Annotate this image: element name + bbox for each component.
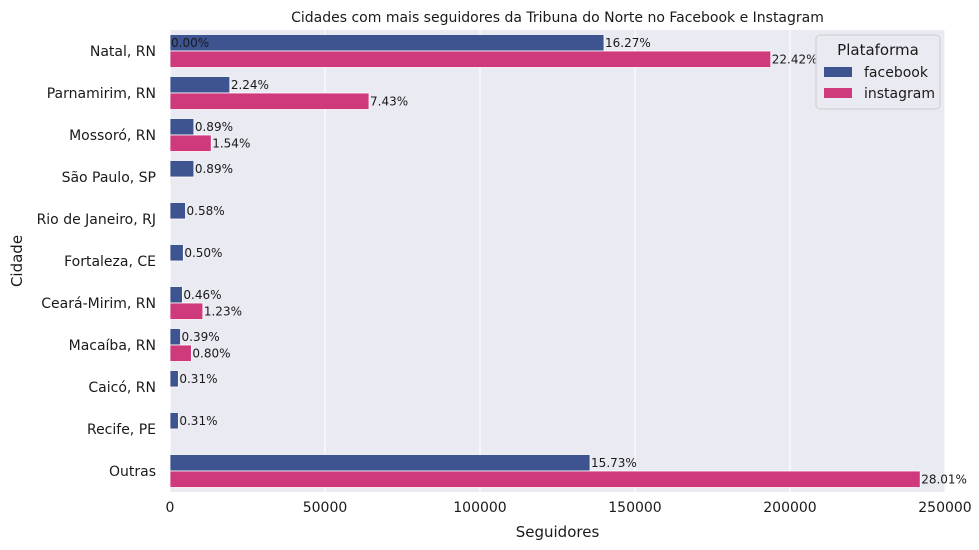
bar-instagram (169, 302, 204, 320)
y-tick-label: São Paulo, SP (62, 170, 156, 186)
bar-facebook (169, 160, 195, 178)
bar-facebook (169, 34, 605, 52)
bar-label-annotation: 0.00% (171, 36, 209, 50)
y-tick-label: Recife, PE (87, 422, 156, 438)
y-tick-label: Natal, RN (90, 44, 156, 60)
bar-facebook (169, 328, 181, 346)
bar-instagram (169, 134, 212, 152)
bar-label-facebook: 0.58% (187, 204, 225, 218)
bar-instagram (169, 344, 192, 362)
y-tick-label: Outras (109, 464, 156, 480)
bar-label-instagram: 28.01% (921, 472, 967, 486)
bar-label-instagram: 7.43% (370, 94, 408, 108)
bar-instagram (169, 92, 370, 110)
bar-label-instagram: 22.42% (772, 52, 818, 66)
bar-facebook (169, 454, 591, 472)
bar-label-facebook: 0.31% (179, 414, 217, 428)
y-tick-label: Macaíba, RN (69, 338, 156, 354)
y-tick-label: Rio de Janeiro, RJ (37, 212, 156, 228)
bar-facebook (169, 286, 183, 304)
x-tick-label: 0 (166, 500, 175, 516)
bar-facebook (169, 412, 179, 430)
legend-swatch-instagram (824, 88, 852, 98)
y-tick-label: Caicó, RN (88, 380, 156, 396)
bar-instagram (169, 470, 921, 488)
x-axis-label: Seguidores (516, 523, 600, 541)
bar-facebook (169, 370, 179, 388)
bar-facebook (169, 118, 195, 136)
bar-label-facebook: 15.73% (591, 456, 637, 470)
y-tick-labels: Natal, RN Parnamirim, RN Mossoró, RN São Pa… (37, 44, 156, 480)
y-axis-label: Cidade (8, 235, 26, 287)
x-tick-label: 100000 (453, 500, 506, 516)
bar-instagram (169, 50, 772, 68)
bar-labels: 16.27% 22.42% 2.24% 7.43% 0.89% 1.54% 0.89% 0.5… (171, 36, 967, 487)
bar-label-instagram: 1.23% (204, 304, 242, 318)
bar-label-facebook: 0.31% (179, 372, 217, 386)
y-tick-label: Parnamirim, RN (47, 86, 156, 102)
legend-title: Plataforma (837, 41, 919, 59)
bar-label-facebook: 16.27% (605, 36, 651, 50)
bar-label-facebook: 0.46% (183, 288, 221, 302)
x-tick-labels: 0 50000 100000 150000 200000 250000 (166, 500, 972, 516)
bar-facebook (169, 244, 184, 262)
bar-label-facebook: 0.50% (184, 246, 222, 260)
bars (169, 34, 921, 488)
y-tick-label: Mossoró, RN (69, 128, 156, 144)
bar-label-facebook: 0.89% (195, 120, 233, 134)
x-tick-label: 50000 (303, 500, 348, 516)
bar-label-facebook: 0.39% (182, 330, 220, 344)
chart-title: Cidades com mais seguidores da Tribuna d… (291, 10, 824, 26)
bar-label-facebook: 2.24% (231, 78, 269, 92)
bar-label-instagram: 1.54% (212, 136, 250, 150)
legend-swatch-facebook (824, 67, 852, 77)
y-tick-label: Ceará-Mirim, RN (41, 296, 156, 312)
x-tick-label: 200000 (763, 500, 816, 516)
x-tick-label: 250000 (918, 500, 971, 516)
x-tick-label: 150000 (608, 500, 661, 516)
legend-label-instagram: instagram (864, 86, 935, 102)
bar-facebook (169, 202, 186, 220)
bar-label-instagram: 0.80% (192, 346, 230, 360)
y-tick-label: Fortaleza, CE (64, 254, 156, 270)
bar-facebook (169, 76, 231, 94)
bar-label-facebook: 0.89% (195, 162, 233, 176)
legend-label-facebook: facebook (864, 65, 929, 81)
legend: Plataforma facebook instagram (815, 34, 941, 110)
